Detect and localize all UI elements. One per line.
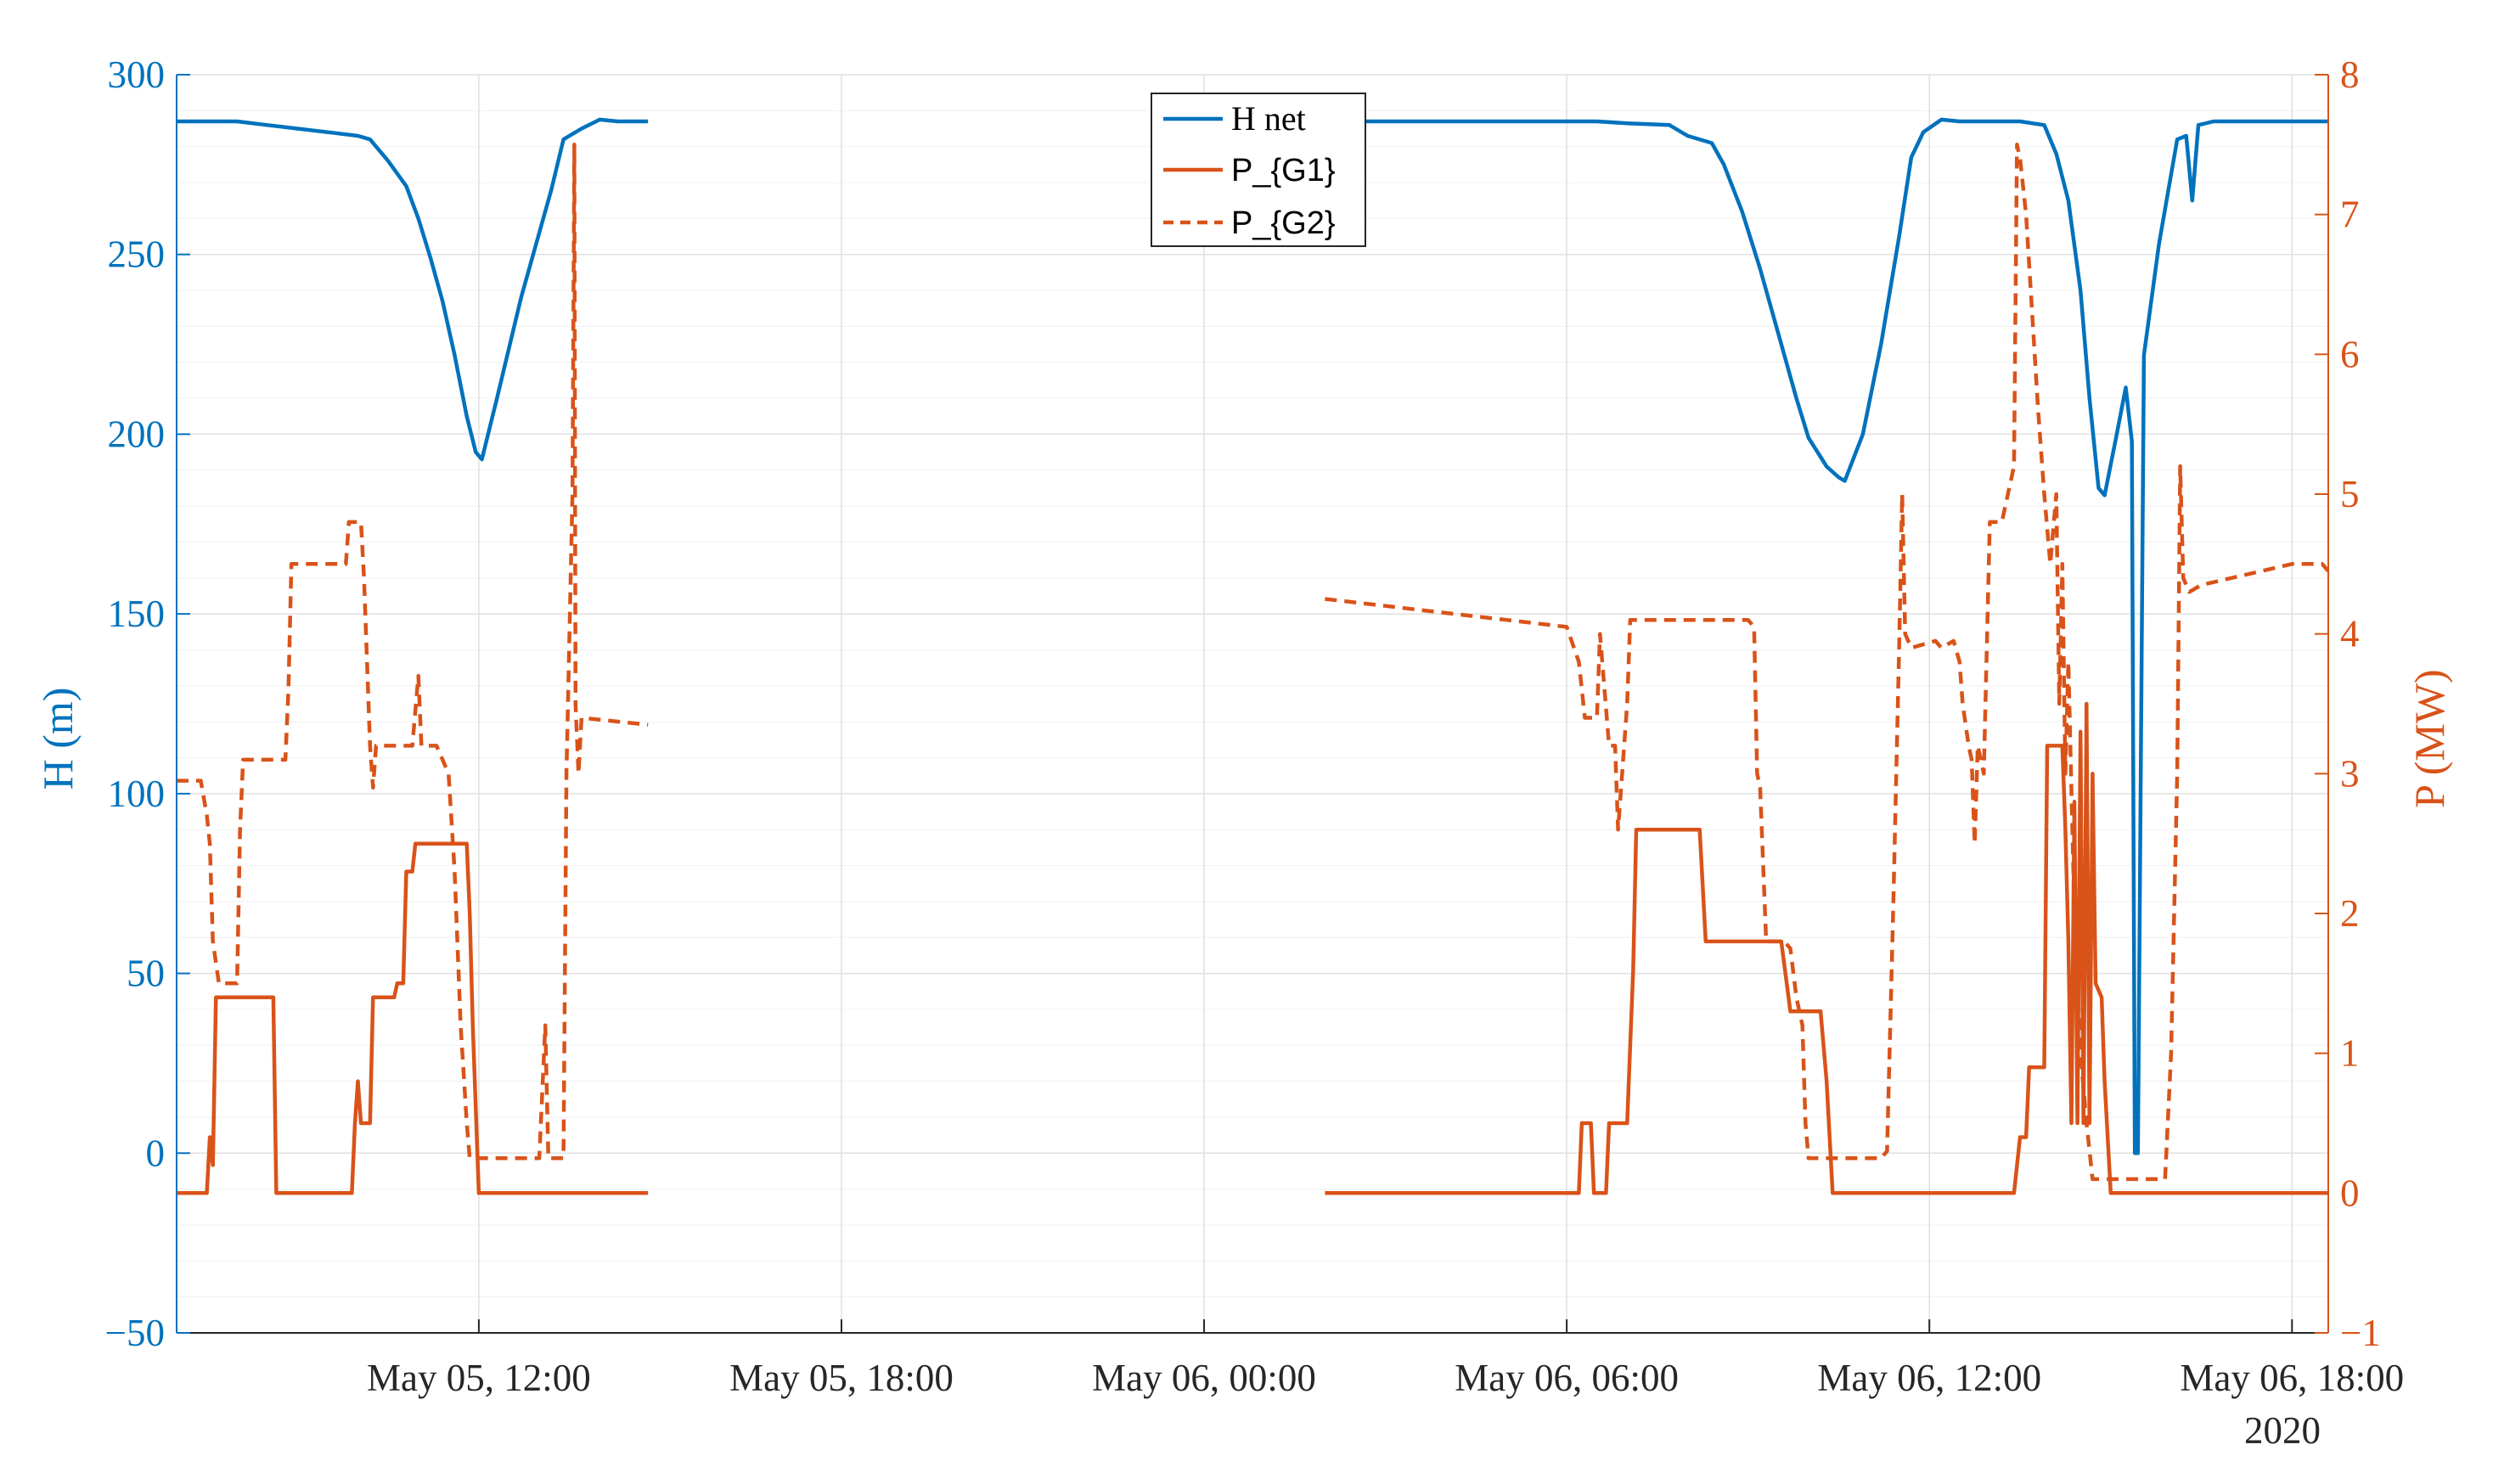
x-tick-label: May 06, 00:00 [1092, 1357, 1316, 1399]
y-left-tick-label: −50 [105, 1312, 165, 1354]
series-line-p-g1--seg1 [1325, 701, 2328, 1195]
y-right-tick-label: 4 [2340, 613, 2360, 655]
legend-label-p-g2: P_{G2} [1231, 205, 1336, 241]
y-left-tick-label: 300 [108, 53, 166, 96]
y-right-tick-label: 6 [2340, 333, 2360, 375]
y-right-tick-label: 8 [2340, 53, 2360, 96]
y-right-tick-label: 7 [2340, 194, 2360, 236]
series-line-p-g1--seg0 [177, 841, 649, 1195]
y-right-tick-label: 5 [2340, 473, 2360, 515]
x-tick-label: May 06, 06:00 [1455, 1357, 1679, 1399]
y-right-tick-label: 3 [2340, 752, 2360, 795]
y-right-tick-label: −1 [2340, 1312, 2381, 1354]
x-axis-year-label: 2020 [2244, 1409, 2321, 1452]
y-right-tick-label: 0 [2340, 1172, 2360, 1214]
y-left-tick-label: 0 [146, 1132, 166, 1174]
grid-lines [177, 74, 2328, 1334]
series-line-p-g2--seg0 [177, 143, 649, 1161]
series-line-h-net-seg1 [1337, 117, 2328, 1155]
plot-area [177, 117, 2330, 1195]
y-left-tick-label: 200 [108, 413, 166, 455]
y-axis-right-label: P (MW) [2406, 669, 2453, 807]
legend-label-h-net: H net [1231, 99, 1306, 138]
x-tick-label: May 06, 12:00 [1817, 1357, 2041, 1399]
y-left-tick-label: 150 [108, 593, 166, 635]
series-line-p-g2--seg1 [1325, 143, 2330, 1182]
y-right-tick-label: 1 [2340, 1032, 2360, 1075]
legend: H net P_{G1} P_{G2} [1151, 93, 1366, 247]
x-tick-label: May 06, 18:00 [2180, 1357, 2404, 1399]
y-left-tick-label: 100 [108, 773, 166, 815]
series-line-h-net-seg0 [177, 117, 649, 462]
x-tick-label: May 05, 12:00 [367, 1357, 591, 1399]
y-axis-left-label: H (m) [34, 688, 82, 790]
y-left-tick-label: 50 [127, 953, 165, 995]
legend-label-p-g1: P_{G1} [1231, 153, 1336, 188]
y-left-tick-label: 250 [108, 233, 166, 276]
y-right-tick-label: 2 [2340, 892, 2360, 935]
axes: 300 250 200 150 100 50 0 −50 8 7 6 5 4 3 2 1 0 −1 May 05, … [105, 53, 2405, 1399]
x-tick-label: May 05, 18:00 [729, 1357, 954, 1399]
